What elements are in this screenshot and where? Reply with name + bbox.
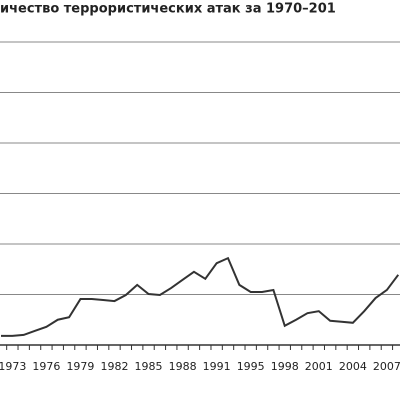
x-tick-label: 2001: [305, 360, 333, 373]
x-tick-label: 1985: [135, 360, 163, 373]
x-tick-label: 1995: [237, 360, 265, 373]
chart-title: ичество террористических атак за 1970–20…: [0, 2, 336, 17]
x-tick-label: 2004: [339, 360, 367, 373]
x-tick-label: 1988: [169, 360, 197, 373]
x-tick-label: 1976: [32, 360, 60, 373]
data-line: [1, 256, 400, 337]
x-tick-label: 1973: [0, 360, 26, 373]
x-tick-label: 1979: [66, 360, 94, 373]
x-tick-label: 1998: [271, 360, 299, 373]
x-tick-label: 2007: [373, 360, 400, 373]
x-tick-label: 1991: [203, 360, 231, 373]
x-tick-label: 1982: [101, 360, 129, 373]
